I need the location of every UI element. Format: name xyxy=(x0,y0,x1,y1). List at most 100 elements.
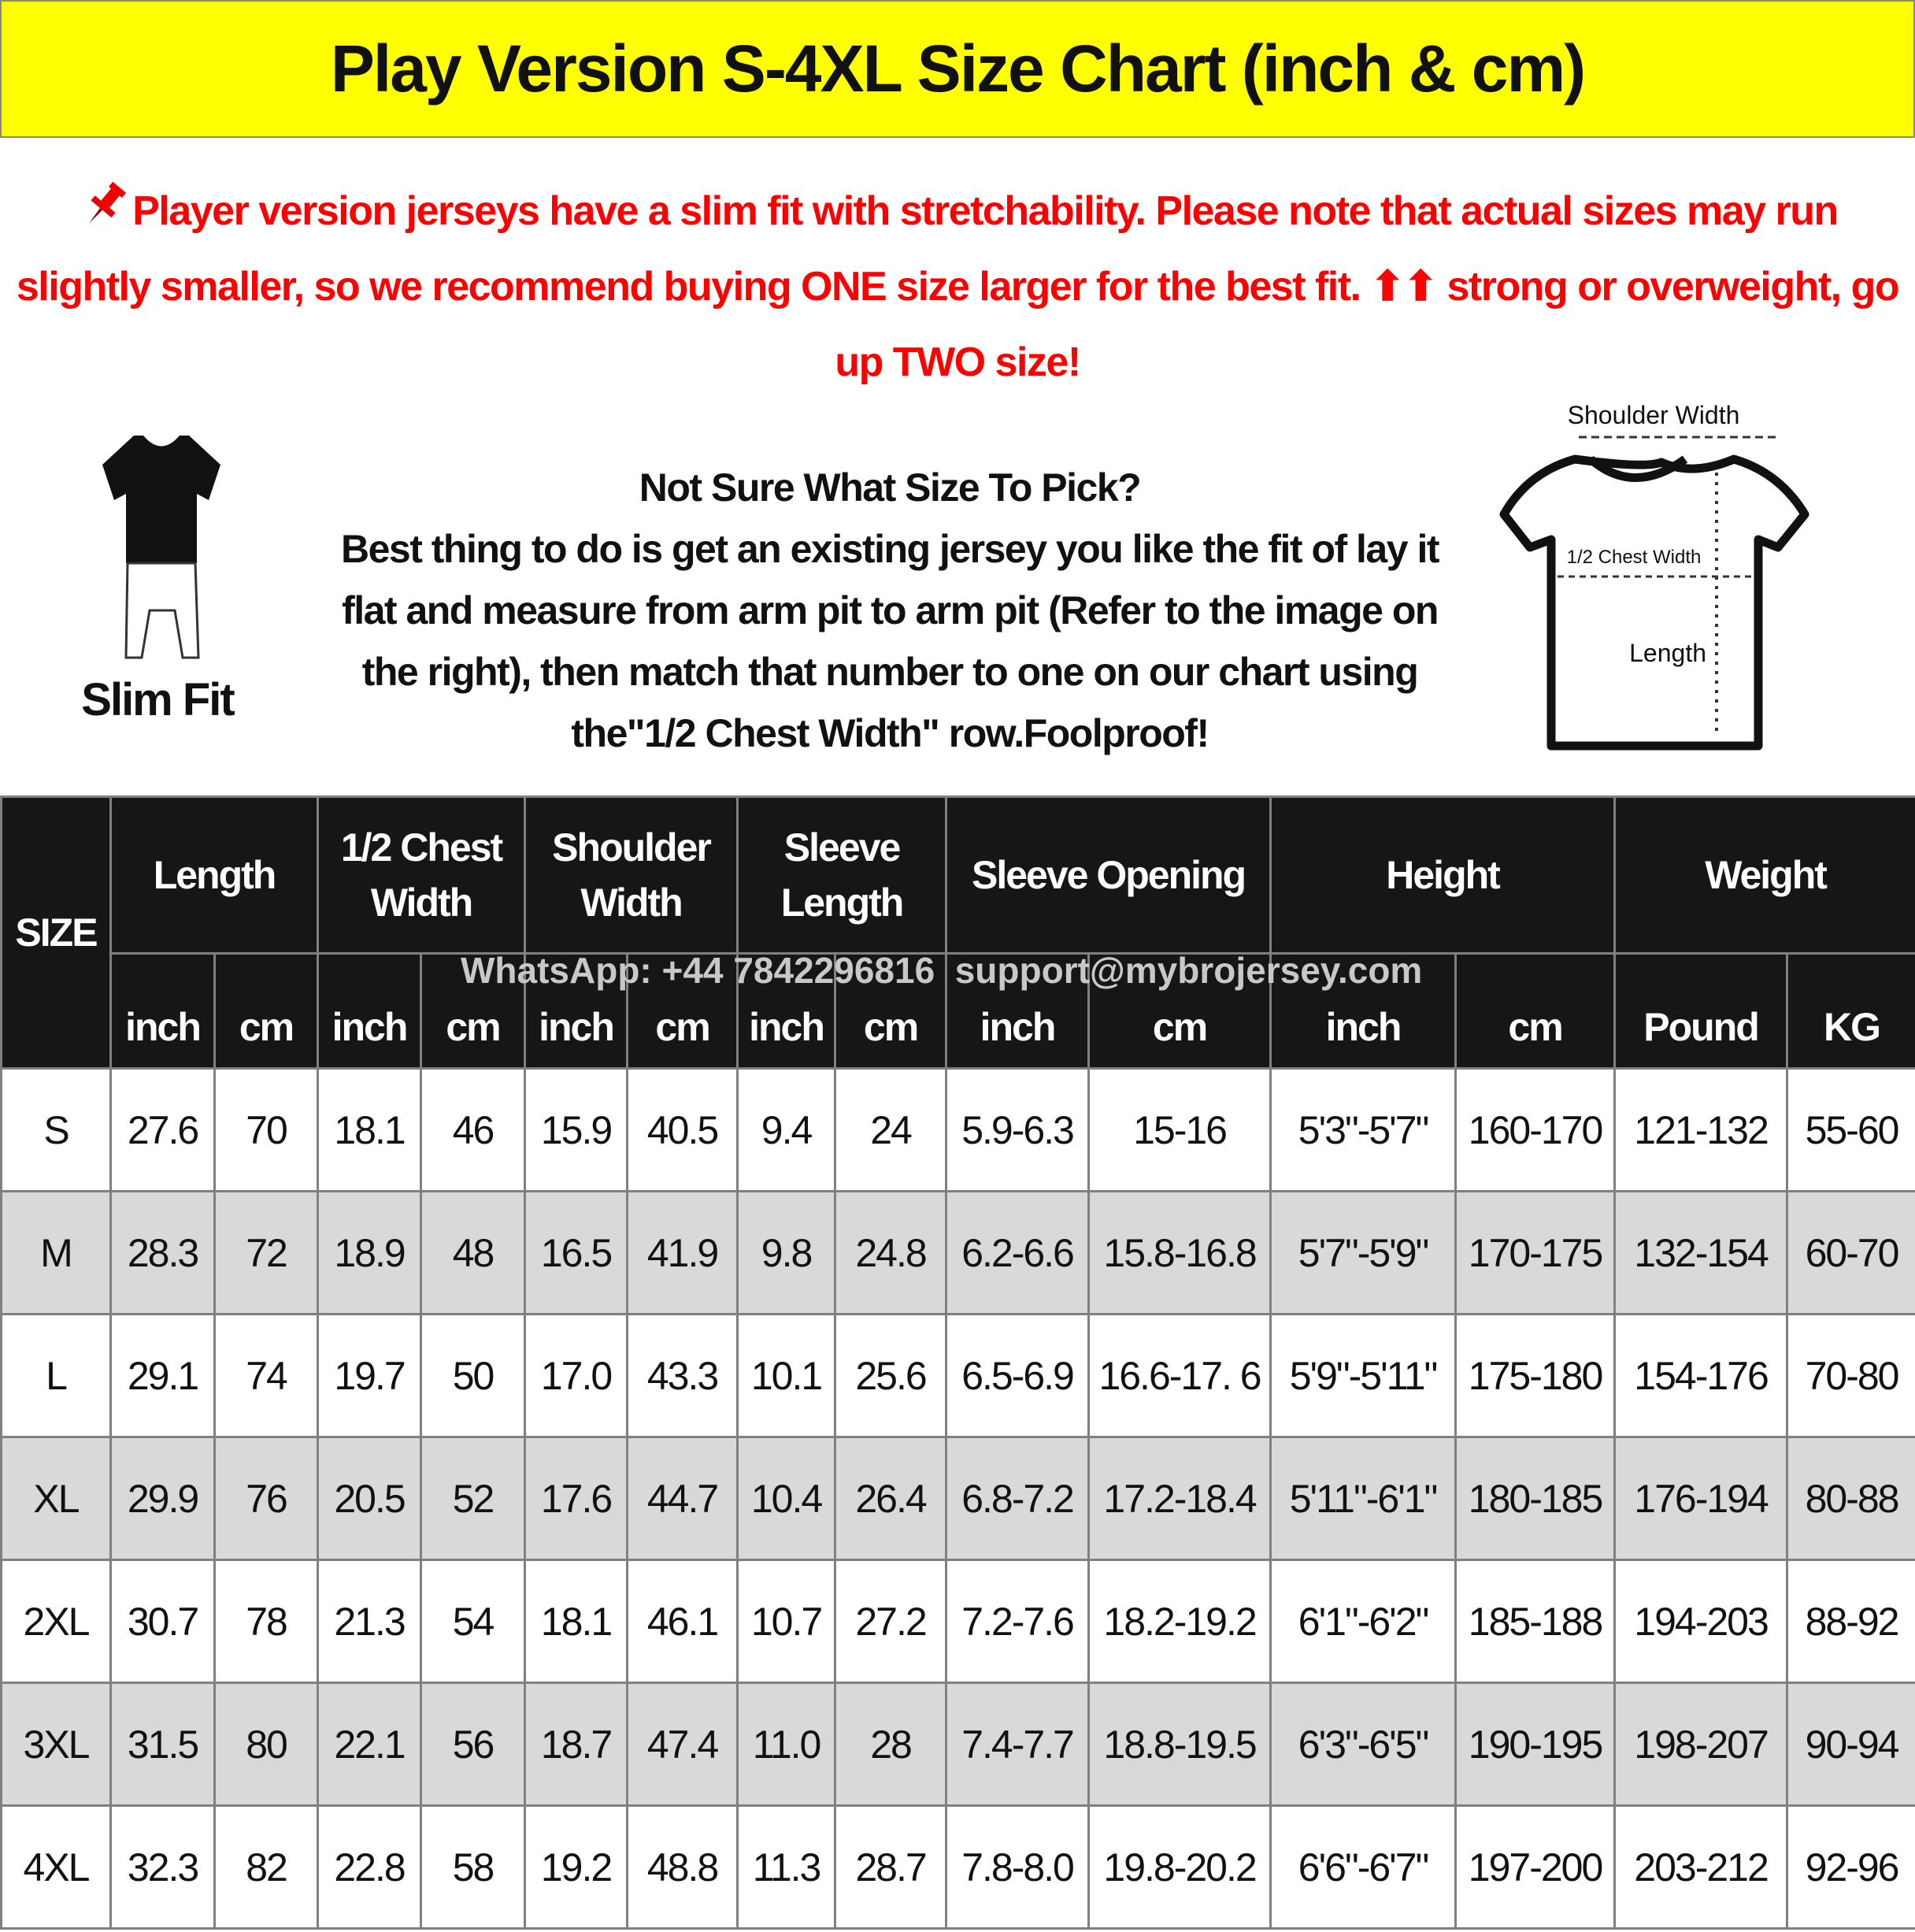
table-cell: 31.5 xyxy=(109,1682,216,1807)
table-cell: 176-194 xyxy=(1613,1436,1789,1561)
table-cell: 44.7 xyxy=(626,1436,739,1561)
table-cell: 88-92 xyxy=(1786,1559,1915,1684)
table-cell: 72 xyxy=(213,1190,320,1315)
table-cell: 19.2 xyxy=(524,1804,629,1930)
table-cell: 154-176 xyxy=(1613,1313,1789,1438)
table-cell: 9.4 xyxy=(736,1067,837,1192)
table-cell: 185-188 xyxy=(1454,1559,1617,1684)
table-cell: 121-132 xyxy=(1613,1067,1789,1192)
table-cell: 194-203 xyxy=(1613,1559,1789,1684)
group-header: Weight xyxy=(1613,795,1915,955)
size-cell: 4XL xyxy=(0,1804,112,1930)
table-cell: 6.5-6.9 xyxy=(945,1313,1091,1438)
table-cell: 26.4 xyxy=(834,1436,948,1561)
table-cell: 46 xyxy=(420,1067,527,1192)
table-cell: 11.3 xyxy=(736,1804,837,1930)
table-cell: 80 xyxy=(213,1682,320,1807)
group-header: 1/2 Chest Width xyxy=(317,795,527,955)
fit-notice-text: Player version jerseys have a slim fit w… xyxy=(16,188,1900,385)
table-cell: 70 xyxy=(213,1067,320,1192)
unit-header: cm xyxy=(420,952,527,1070)
table-cell: 17.2-18.4 xyxy=(1087,1436,1272,1561)
table-cell: 43.3 xyxy=(626,1313,739,1438)
table-cell: 198-207 xyxy=(1613,1682,1789,1807)
unit-header: inch xyxy=(736,952,837,1070)
slim-fit-figure-icon xyxy=(102,436,220,659)
table-cell: 21.3 xyxy=(317,1559,423,1684)
table-cell: 78 xyxy=(213,1559,320,1684)
table-cell: 40.5 xyxy=(626,1067,739,1192)
table-cell: 22.8 xyxy=(317,1804,423,1930)
table-cell: 48 xyxy=(420,1190,527,1315)
table-cell: 32.3 xyxy=(109,1804,216,1930)
table-cell: 6'6"-6'7" xyxy=(1269,1804,1458,1930)
table-cell: 6'1"-6'2" xyxy=(1269,1559,1458,1684)
group-header: Length xyxy=(109,795,320,955)
table-cell: 203-212 xyxy=(1613,1804,1789,1930)
table-cell: 17.6 xyxy=(524,1436,629,1561)
unit-header: inch xyxy=(1269,952,1458,1070)
table-cell: 7.4-7.7 xyxy=(945,1682,1091,1807)
table-cell: 170-175 xyxy=(1454,1190,1617,1315)
table-cell: 41.9 xyxy=(626,1190,739,1315)
table-cell: 19.7 xyxy=(317,1313,423,1438)
table-cell: 180-185 xyxy=(1454,1436,1617,1561)
table-row: 4XL 32.3 82 22.8 58 19.2 48.8 11.3 28.7 7.8-8.0 19… xyxy=(0,1804,1915,1930)
table-cell: 5'11"-6'1" xyxy=(1269,1436,1458,1561)
table-cell: 58 xyxy=(420,1804,527,1930)
size-cell: S xyxy=(0,1067,112,1192)
table-cell: 16.6-17. 6 xyxy=(1087,1313,1272,1438)
table-cell: 18.1 xyxy=(317,1067,423,1192)
table-cell: 25.6 xyxy=(834,1313,948,1438)
table-cell: 6.2-6.6 xyxy=(945,1190,1091,1315)
size-advice: Not Sure What Size To Pick? Best thing t… xyxy=(331,457,1449,764)
table-cell: 18.2-19.2 xyxy=(1087,1559,1272,1684)
table-cell: 18.7 xyxy=(524,1682,629,1807)
table-cell: 15.9 xyxy=(524,1067,629,1192)
fit-notice: Player version jerseys have a slim fit w… xyxy=(8,173,1907,400)
table-cell: 70-80 xyxy=(1786,1313,1915,1438)
measurement-diagram: Shoulder Width 1/2 Chest Width Length xyxy=(1480,390,1827,764)
table-cell: 15.8-16.8 xyxy=(1087,1190,1272,1315)
page-title: Play Version S-4XL Size Chart (inch & cm… xyxy=(0,0,1915,138)
table-cell: 7.2-7.6 xyxy=(945,1559,1091,1684)
table-cell: 56 xyxy=(420,1682,527,1807)
size-header: SIZE xyxy=(0,795,112,1070)
size-chart-table: SIZE Length 1/2 Chest Width Shoulder Wid… xyxy=(0,795,1915,1930)
table-row: XL 29.9 76 20.5 52 17.6 44.7 10.4 26.4 6.8-7.2 17.… xyxy=(0,1436,1915,1561)
table-cell: 5'7"-5'9" xyxy=(1269,1190,1458,1315)
unit-header: cm xyxy=(1454,952,1617,1070)
table-row: S 27.6 70 18.1 46 15.9 40.5 9.4 24 5.9-6.3 15-16 5'… xyxy=(0,1067,1915,1192)
table-cell: 6'3"-6'5" xyxy=(1269,1682,1458,1807)
table-cell: 18.8-19.5 xyxy=(1087,1682,1272,1807)
unit-header: cm xyxy=(834,952,948,1070)
advice-body: Best thing to do is get an existing jers… xyxy=(341,527,1440,755)
table-cell: 52 xyxy=(420,1436,527,1561)
group-header: Shoulder Width xyxy=(524,795,739,955)
table-cell: 46.1 xyxy=(626,1559,739,1684)
table-cell: 24 xyxy=(834,1067,948,1192)
table-cell: 28.3 xyxy=(109,1190,216,1315)
table-cell: 190-195 xyxy=(1454,1682,1617,1807)
unit-header: inch xyxy=(524,952,629,1070)
table-row: M 28.3 72 18.9 48 16.5 41.9 9.8 24.8 6.2-6.6 15.8-… xyxy=(0,1190,1915,1315)
table-cell: 18.9 xyxy=(317,1190,423,1315)
table-cell: 80-88 xyxy=(1786,1436,1915,1561)
table-cell: 92-96 xyxy=(1786,1804,1915,1930)
table-cell: 5'3"-5'7" xyxy=(1269,1067,1458,1192)
table-cell: 175-180 xyxy=(1454,1313,1617,1438)
table-cell: 60-70 xyxy=(1786,1190,1915,1315)
table-cell: 48.8 xyxy=(626,1804,739,1930)
table-cell: 5.9-6.3 xyxy=(945,1067,1091,1192)
table-cell: 29.9 xyxy=(109,1436,216,1561)
table-cell: 5'9"-5'11" xyxy=(1269,1313,1458,1438)
table-cell: 19.8-20.2 xyxy=(1087,1804,1272,1930)
group-header: Height xyxy=(1269,795,1617,955)
size-cell: M xyxy=(0,1190,112,1315)
unit-header: inch xyxy=(109,952,216,1070)
unit-header: inch xyxy=(945,952,1091,1070)
table-cell: 17.0 xyxy=(524,1313,629,1438)
size-cell: 3XL xyxy=(0,1682,112,1807)
unit-header: cm xyxy=(1087,952,1272,1070)
table-cell: 15-16 xyxy=(1087,1067,1272,1192)
